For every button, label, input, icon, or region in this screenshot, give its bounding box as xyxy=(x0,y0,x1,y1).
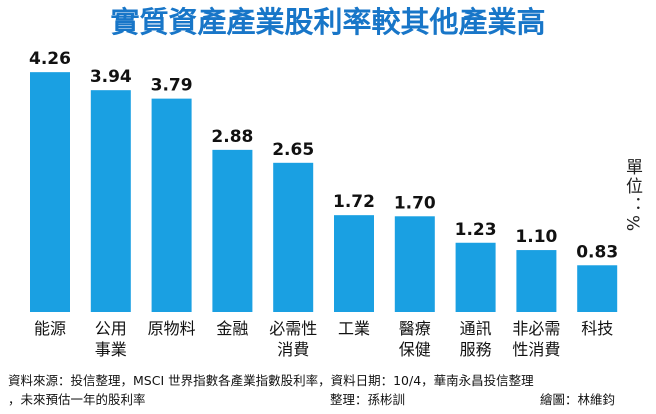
value-label: 1.70 xyxy=(394,193,436,213)
x-tick-label: 科技 xyxy=(581,319,613,338)
x-tick-label: 原物料 xyxy=(148,319,196,338)
bar xyxy=(577,265,618,312)
value-label: 1.72 xyxy=(333,192,375,212)
bar xyxy=(151,98,192,312)
editor-credit: 整理：孫彬訓 xyxy=(330,392,406,407)
x-tick-label: 能源 xyxy=(34,319,66,338)
bar xyxy=(212,149,253,312)
artist-credit: 繪圖：林維鈞 xyxy=(540,392,616,407)
bar xyxy=(394,216,435,312)
chart-title: 實質資產產業股利率較其他產業高 xyxy=(110,5,545,39)
x-tick-label: 必需性消費 xyxy=(269,319,317,359)
bar xyxy=(334,215,374,312)
bar xyxy=(516,250,557,312)
x-tick-label: 工業 xyxy=(338,319,370,338)
value-label: 3.94 xyxy=(90,67,132,87)
x-tick-label: 公用事業 xyxy=(95,319,127,359)
x-tick-label: 通訊服務 xyxy=(460,319,492,359)
x-tick-label: 金融 xyxy=(216,319,248,338)
source-note: 資料來源：投信整理，MSCI 世界指數各產業指數股利率，資料日期：10/4，華南… xyxy=(8,373,534,388)
source-note: ，未來預估一年的股利率 xyxy=(8,392,146,407)
unit-label: 單位：% xyxy=(622,158,642,234)
value-label: 2.88 xyxy=(211,127,253,147)
bar xyxy=(455,242,496,312)
bar xyxy=(273,162,314,312)
value-label: 1.23 xyxy=(455,220,497,240)
value-label: 4.26 xyxy=(29,49,71,69)
bar xyxy=(30,72,70,312)
bar xyxy=(90,90,131,312)
value-label: 1.10 xyxy=(515,227,557,247)
x-tick-label: 醫療保健 xyxy=(399,319,431,359)
value-label: 2.65 xyxy=(272,140,314,160)
x-tick-label: 非必需性消費 xyxy=(512,319,560,359)
value-label: 3.79 xyxy=(151,76,193,96)
value-label: 0.83 xyxy=(576,242,618,262)
